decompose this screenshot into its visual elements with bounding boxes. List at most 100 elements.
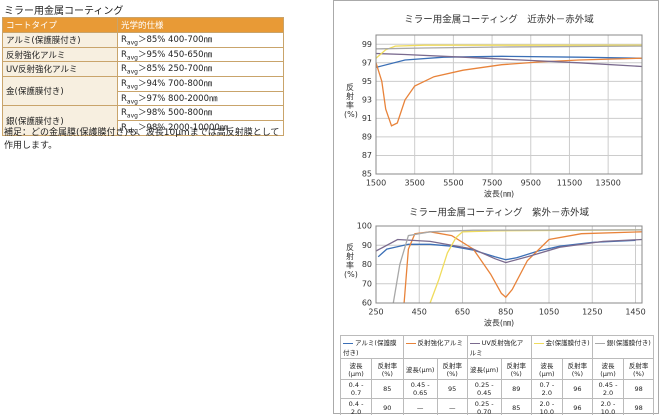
r-symbol: R xyxy=(121,123,127,134)
legend-label: 金(保護膜付き) xyxy=(545,339,590,347)
legend-cell: 0.45 - 2.0 xyxy=(591,379,625,399)
legend-cell: 0.25 - 0.70 xyxy=(466,398,502,415)
y-tick-label: 95 xyxy=(362,77,372,86)
spec-text: ＞97% 800-2000㎚ xyxy=(137,93,218,104)
legend-swatch xyxy=(469,342,480,344)
spec-row: UV反射強化アルミ Ravg＞85% 250-700㎚ xyxy=(2,61,284,78)
legend-cell: — xyxy=(436,398,468,415)
spec-cell: Ravg＞85% 250-700㎚ xyxy=(117,61,284,78)
header-cell: コートタイプ xyxy=(2,17,118,33)
legend-cell: 95 xyxy=(436,379,468,399)
y-tick-label: 91 xyxy=(362,114,372,123)
series-line xyxy=(375,45,643,50)
spec-row: 銀(保護膜付き) Ravg＞98% 500-800㎚ xyxy=(2,105,284,136)
x-tick-label: 1500 xyxy=(366,179,386,188)
spec-cell: Ravg＞97% 800-2000㎚ xyxy=(117,90,284,107)
legend-cell: 96 xyxy=(562,379,593,399)
legend-entry: 銀(保護膜付き) xyxy=(591,335,655,359)
legend-cell: 0.7 - 2.0 xyxy=(530,379,564,399)
legend-cell: 2.0 - 10.0 xyxy=(591,398,625,415)
x-tick-label: 1250 xyxy=(582,308,602,317)
subheader-row: 波長(μm) 反射率(%) 波長(μm) 反射率(%) 波長(μm) 反射率(%) 波長(μ… xyxy=(339,358,654,380)
series-line xyxy=(375,238,643,264)
legend-swatch xyxy=(533,342,544,344)
legend-cell: 85 xyxy=(371,379,404,399)
spec-row: 金(保護膜付き) Ravg＞94% 700-800㎚ xyxy=(2,76,284,107)
r-symbol: R xyxy=(121,49,127,60)
r-sub: avg xyxy=(126,127,138,135)
y-tick-label: 89 xyxy=(362,132,372,141)
header-cell: 光学的仕様 xyxy=(117,17,284,33)
spec-cell: Ravg＞98% 2000-10000㎚ xyxy=(117,120,284,136)
r-sub: avg xyxy=(126,83,138,91)
y-tick-label: 93 xyxy=(362,95,372,104)
subheader-cell: 波長(μm) xyxy=(530,358,564,380)
legend-cell: 0.4 - 0.7 xyxy=(339,379,373,399)
legend-entry: アルミ(保護膜付き) xyxy=(340,335,404,359)
y-tick-label: 100 xyxy=(357,222,372,231)
legend-cell: — xyxy=(402,398,438,415)
spec-text: ＞98% 500-800㎚ xyxy=(137,108,213,119)
x-tick-label: 450 xyxy=(412,308,427,317)
series-line xyxy=(375,57,643,127)
y-tick-label: 85 xyxy=(362,170,372,179)
y-axis-label: 反射率(%) xyxy=(344,242,358,279)
spec-text: ＞95% 450-650㎚ xyxy=(137,49,213,60)
x-tick-label: 1050 xyxy=(539,308,559,317)
y-tick-label: 60 xyxy=(362,299,372,308)
r-symbol: R xyxy=(121,93,127,104)
r-symbol: R xyxy=(121,108,127,119)
legend-entry: UV反射強化アルミ xyxy=(466,335,532,359)
x-tick-label: 11500 xyxy=(557,179,582,188)
legend-table: アルミ(保護膜付き) 反射強化アルミ UV反射強化アルミ 金(保護膜付き) 銀(保護膜付… xyxy=(339,335,655,415)
subheader-cell: 波長(μm) xyxy=(339,358,373,380)
legend-label: アルミ(保護膜付き) xyxy=(343,339,397,357)
r-symbol: R xyxy=(121,79,127,90)
legend-cell: 89 xyxy=(500,379,532,399)
subheader-cell: 反射率(%) xyxy=(500,358,532,380)
r-sub: avg xyxy=(126,113,138,121)
spec-table: コートタイプ 光学的仕様 アルミ(保護膜付き) Ravg＞85% 400-700㎚ 反射… xyxy=(2,17,284,136)
x-tick-label: 250 xyxy=(368,308,383,317)
legend-label: 反射強化アルミ xyxy=(417,339,463,347)
legend-cell: 0.4 - 2.0 xyxy=(339,398,373,415)
y-tick-label: 90 xyxy=(362,241,372,250)
y-tick-label: 87 xyxy=(362,151,372,160)
series-line xyxy=(375,44,642,59)
spec-text: ＞98% 2000-10000㎚ xyxy=(137,123,229,134)
plot-border xyxy=(375,34,643,175)
chart-title: ミラー用金属コーティング 紫外－赤外域 xyxy=(409,207,589,219)
x-axis-label: 波長(㎚) xyxy=(484,189,514,199)
spec-cell: Ravg＞98% 500-800㎚ xyxy=(117,105,284,122)
x-tick-label: 650 xyxy=(455,308,470,317)
legend-data-row: 0.4 - 0.7 85 0.45 - 0.65 95 0.25 - 0.45 89 0.7… xyxy=(339,379,654,399)
legend-swatch xyxy=(405,342,416,344)
r-symbol: R xyxy=(121,35,127,45)
subheader-cell: 反射率(%) xyxy=(371,358,404,380)
legend-cell: 90 xyxy=(371,398,404,415)
legend-cell: 96 xyxy=(562,398,593,415)
legend-entry: 反射強化アルミ xyxy=(402,335,468,359)
header-row: コートタイプ 光学的仕様 xyxy=(2,17,284,33)
r-sub: avg xyxy=(126,39,138,47)
x-tick-label: 850 xyxy=(498,308,513,317)
spec-text: ＞85% 250-700㎚ xyxy=(137,64,213,75)
legend-cell: 85 xyxy=(500,398,532,415)
x-tick-label: 7500 xyxy=(482,179,502,188)
series-line xyxy=(375,55,643,69)
legend-label: UV反射強化アルミ xyxy=(469,339,524,357)
series-line xyxy=(392,229,643,304)
legend-swatch xyxy=(343,342,353,344)
series-line xyxy=(377,239,636,261)
coat-type: UV反射強化アルミ xyxy=(2,61,118,78)
legend-label: 銀(保護膜付き) xyxy=(606,339,651,347)
chart-title: ミラー用金属コーティング 近赤外－赤外域 xyxy=(404,14,594,26)
y-tick-label: 99 xyxy=(362,40,372,49)
plot-border xyxy=(375,225,643,304)
subheader-cell: 反射率(%) xyxy=(562,358,593,380)
coat-type: 金(保護膜付き) xyxy=(2,76,118,107)
y-tick-label: 97 xyxy=(362,58,372,67)
legend-cell: 0.45 - 0.65 xyxy=(402,379,438,399)
subheader-cell: 波長(μm) xyxy=(591,358,625,380)
